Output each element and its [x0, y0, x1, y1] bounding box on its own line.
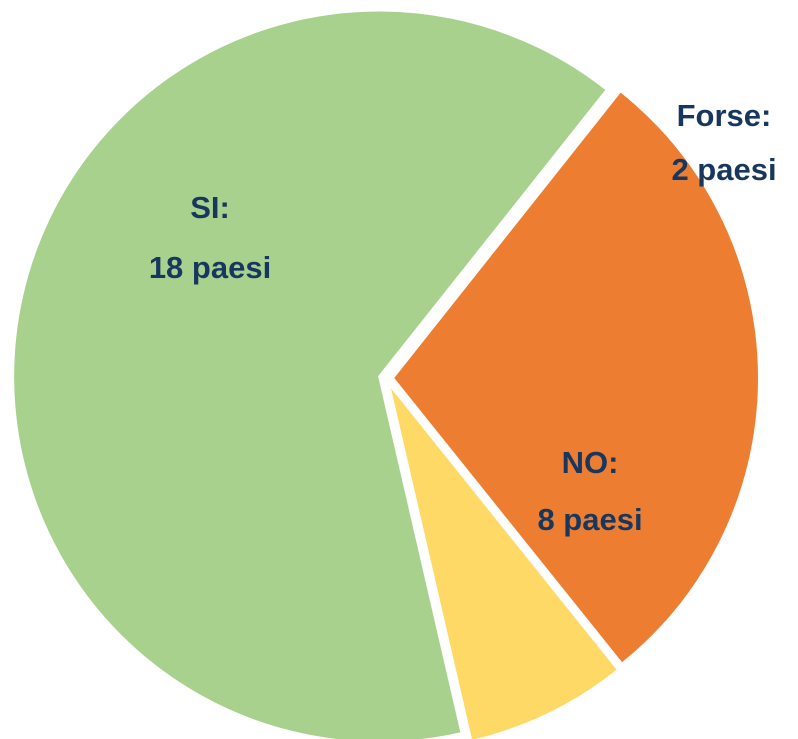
slice-category-label: NO:	[562, 445, 619, 480]
slice-category-label: Forse:	[677, 98, 772, 133]
pie-slice	[391, 89, 760, 665]
slice-value-label: 8 paesi	[537, 502, 642, 537]
pie-slice	[12, 9, 609, 739]
slice-value-label: 2 paesi	[671, 152, 776, 187]
slice-category-label: SI:	[190, 190, 230, 225]
slice-value-label: 18 paesi	[149, 250, 271, 285]
pie-slice	[388, 383, 620, 739]
